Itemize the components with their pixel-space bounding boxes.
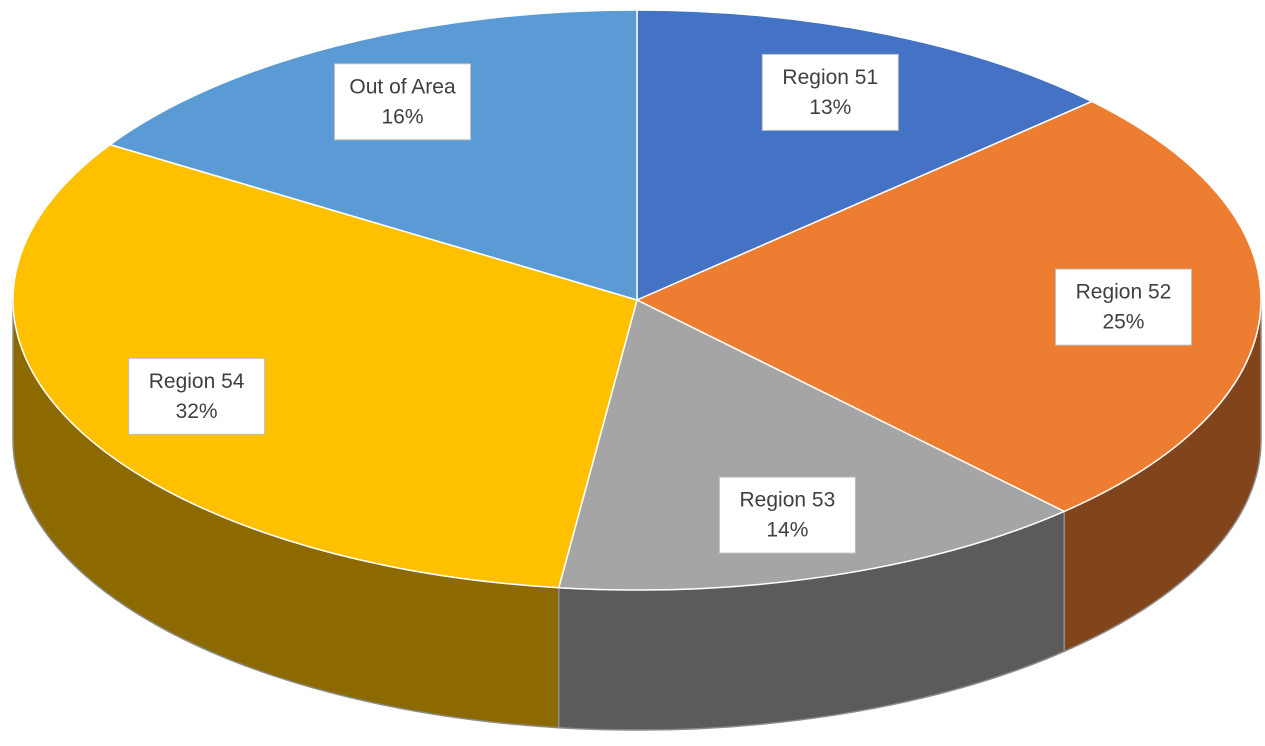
slice bbox=[635, 100, 1262, 513]
label-value: 32% bbox=[176, 400, 218, 423]
label-category: Out of Area bbox=[349, 75, 456, 98]
data-label: Region 53 14% bbox=[718, 476, 856, 554]
label-box bbox=[718, 476, 856, 554]
label-category: Region 51 bbox=[782, 66, 878, 89]
label-value: 25% bbox=[1102, 311, 1144, 334]
data-label: Region 51 13% bbox=[761, 53, 899, 131]
label-value: 16% bbox=[382, 105, 424, 128]
data-label: Region 52 25% bbox=[1054, 268, 1192, 346]
label-box bbox=[128, 357, 266, 435]
label-box bbox=[1054, 268, 1192, 346]
slice bbox=[636, 9, 1094, 302]
slice bbox=[557, 298, 1066, 591]
label-category: Region 53 bbox=[740, 489, 836, 512]
data-label: Out of Area 16% bbox=[334, 63, 472, 141]
label-value: 13% bbox=[809, 96, 851, 119]
label-box bbox=[761, 53, 899, 131]
label-box bbox=[334, 63, 472, 141]
label-value: 14% bbox=[766, 519, 808, 542]
slice bbox=[108, 9, 638, 302]
label-category: Region 52 bbox=[1076, 281, 1172, 304]
data-label: Region 54 32% bbox=[128, 357, 266, 435]
label-category: Region 54 bbox=[149, 370, 245, 393]
slice bbox=[12, 143, 638, 589]
